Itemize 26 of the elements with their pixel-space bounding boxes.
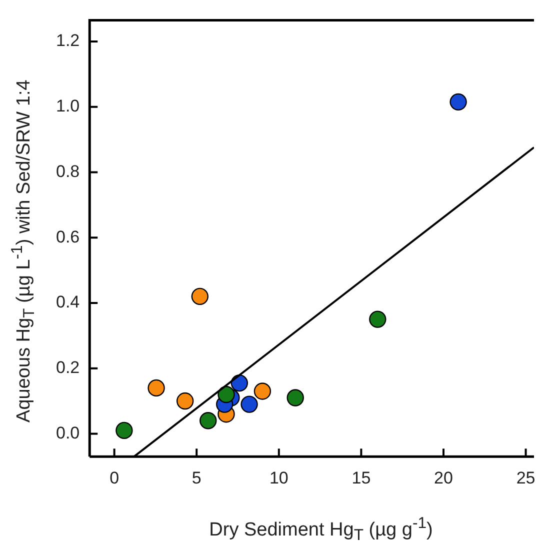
point (254, 382, 272, 400)
point (218, 386, 235, 404)
y-tick-label: 0.8 (56, 162, 80, 181)
y-tick-label: 0.2 (56, 358, 80, 378)
y-tick-label: 0.4 (56, 292, 80, 312)
point (176, 392, 194, 410)
y-tick-label: 0.6 (56, 227, 80, 246)
y-tick-label: 0.0 (56, 423, 80, 442)
point (116, 422, 133, 440)
y-tick-label: 1.2 (56, 31, 80, 50)
x-tick-label: 20 (434, 468, 453, 488)
point (240, 396, 258, 413)
point (148, 379, 165, 397)
point (286, 389, 304, 406)
x-tick-label: 0 (110, 468, 120, 488)
x-tick-label: 5 (192, 468, 202, 488)
x-tick-label: 10 (269, 468, 288, 488)
x-tick-label: 15 (352, 468, 371, 488)
point (191, 288, 208, 306)
point (200, 412, 217, 430)
point (369, 310, 386, 328)
point (230, 374, 248, 392)
y-tick-label: 1.0 (56, 96, 80, 116)
point (450, 93, 467, 111)
x-axis-title: Dry Sediment Hg$_{T}$ (µg g$^{-1}$) (208, 515, 434, 546)
x-tick-label: 25 (516, 468, 536, 488)
